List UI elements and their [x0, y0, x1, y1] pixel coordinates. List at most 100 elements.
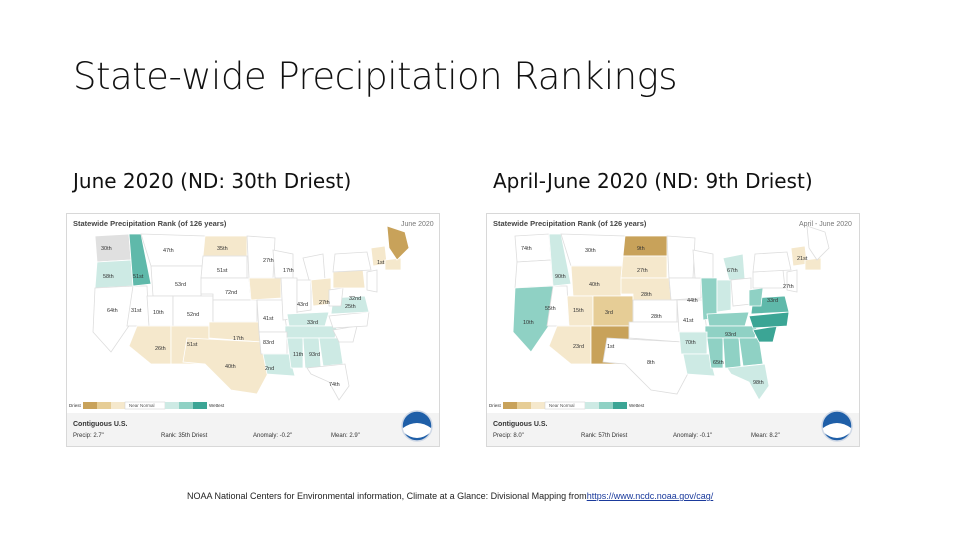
state-id: [128, 233, 152, 287]
rank-label: 31st: [131, 308, 142, 314]
rank-label: 28th: [641, 292, 652, 298]
rank-label: 65th: [713, 360, 724, 366]
state-wi: [692, 249, 714, 279]
state-ca: [512, 285, 558, 353]
rank-label: 3rd: [605, 310, 613, 316]
rank-label: 43rd: [297, 302, 308, 308]
legend-wettest-label: Wettest: [209, 403, 225, 408]
state-wv: [328, 287, 344, 307]
rank-label: 55th: [545, 306, 556, 312]
legend-swatch: [97, 402, 111, 409]
rank-label: 83rd: [263, 340, 274, 346]
state-mi: [722, 253, 746, 281]
rank-label: 44th: [687, 298, 698, 304]
stats-precip: Precip: 2.7": [73, 433, 104, 439]
state-ca: [92, 285, 138, 353]
rank-label: 27th: [319, 300, 330, 306]
state-nj: [366, 269, 378, 293]
stats-anomaly: Anomaly: -0.1": [673, 433, 712, 439]
rank-label: 74th: [521, 246, 532, 252]
rank-label: 9th: [637, 246, 645, 252]
legend-swatch: [613, 402, 627, 409]
rank-label: 41st: [683, 318, 694, 324]
state-la: [682, 353, 716, 377]
legend-swatch: [531, 402, 545, 409]
rank-label: 33rd: [307, 320, 318, 326]
state-in: [716, 279, 732, 313]
state-az: [128, 325, 172, 365]
rank-label: 47th: [163, 248, 174, 254]
rank-label: 30th: [585, 248, 596, 254]
state-nj: [786, 269, 798, 293]
legend-swatch: [585, 402, 599, 409]
map-heading-june: June 2020 (ND: 30th Driest): [73, 169, 352, 193]
state-az: [548, 325, 592, 365]
state-pa: [752, 269, 786, 289]
rank-label: 28th: [651, 314, 662, 320]
map-canvas: Statewide Precipitation Rank (of 126 yea…: [487, 219, 859, 446]
stats-mean: Mean: 2.9": [331, 433, 360, 439]
state-fl: [306, 363, 350, 401]
state-fl: [726, 363, 770, 401]
rank-label: 21st: [797, 256, 808, 262]
state-ma: [384, 257, 402, 271]
state-ky: [706, 311, 750, 327]
rank-label: 1st: [377, 260, 385, 266]
noaa-logo: [401, 410, 433, 442]
rank-label: 8th: [647, 360, 655, 366]
rank-label: 98th: [753, 380, 764, 386]
rank-label: 10th: [523, 320, 534, 326]
rank-label: 52nd: [187, 312, 199, 318]
state-nc: [328, 311, 370, 329]
rank-label: 17th: [283, 268, 294, 274]
state-ia: [668, 277, 702, 301]
rank-label: 2nd: [265, 366, 274, 372]
legend-near-normal-label: Near Normal: [549, 403, 575, 408]
us-state-map: [512, 225, 830, 401]
rank-label: 51st: [187, 342, 198, 348]
rank-label: 64th: [107, 308, 118, 314]
stats-box: [487, 413, 859, 446]
rank-label: 23rd: [573, 344, 584, 350]
source-link[interactable]: https://www.ncdc.noaa.gov/cag/: [586, 491, 714, 501]
state-me: [386, 225, 410, 261]
state-ia: [248, 277, 282, 301]
stats-box: [67, 413, 439, 446]
rank-label: 90th: [555, 274, 566, 280]
stats-region: Contiguous U.S.: [493, 421, 547, 428]
stats-mean: Mean: 8.2": [751, 433, 780, 439]
state-ny: [332, 251, 372, 273]
rank-label: 27th: [263, 258, 274, 264]
map-canvas: Statewide Precipitation Rank (of 126 yea…: [67, 219, 439, 446]
precip-map-april-june: Statewide Precipitation Rank (of 126 yea…: [486, 213, 860, 447]
rank-label: 25th: [345, 304, 356, 310]
stats-anomaly: Anomaly: -0.2": [253, 433, 292, 439]
rank-labels: 30th 47th 58th 51st 53rd 35th 51st 27th …: [101, 246, 385, 388]
stats-rank: Rank: 35th Driest: [161, 433, 208, 439]
legend-driest-label: Driest: [489, 403, 502, 408]
rank-label: 40th: [225, 364, 236, 370]
state-la: [262, 353, 296, 377]
rank-label: 32nd: [349, 296, 361, 302]
rank-label: 72nd: [225, 290, 237, 296]
rank-label: 58th: [103, 274, 114, 280]
state-mi: [302, 253, 326, 281]
rank-label: 10th: [153, 310, 164, 316]
rank-label: 17th: [233, 336, 244, 342]
state-sd: [620, 255, 668, 279]
slide-title: State-wide Precipitation Rankings: [73, 55, 678, 98]
state-ks: [212, 299, 258, 323]
legend-swatch: [179, 402, 193, 409]
state-nd: [622, 235, 668, 257]
us-state-map: [92, 225, 410, 401]
state-id: [548, 233, 572, 287]
stats-region: Contiguous U.S.: [73, 421, 127, 428]
rank-label: 93rd: [309, 352, 320, 358]
state-oh: [730, 277, 752, 307]
state-or: [94, 259, 134, 289]
rank-label: 70th: [685, 340, 696, 346]
state-ok: [628, 321, 682, 343]
state-al: [722, 337, 742, 369]
legend-swatch: [83, 402, 97, 409]
legend-swatch: [111, 402, 125, 409]
